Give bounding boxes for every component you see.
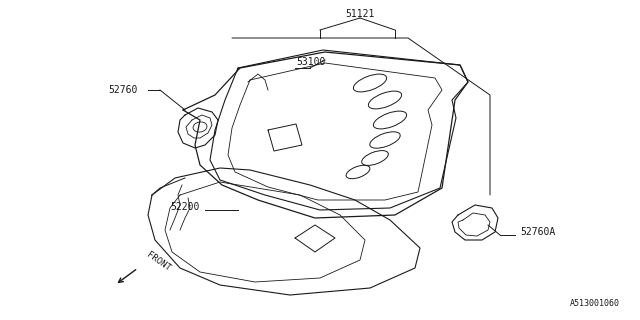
Text: 51121: 51121 [346,9,374,19]
Text: 52760A: 52760A [520,227,556,237]
Text: A513001060: A513001060 [570,299,620,308]
Text: 53100: 53100 [296,57,325,67]
Text: 52200: 52200 [171,202,200,212]
Text: FRONT: FRONT [145,251,172,273]
Text: 52760: 52760 [109,85,138,95]
